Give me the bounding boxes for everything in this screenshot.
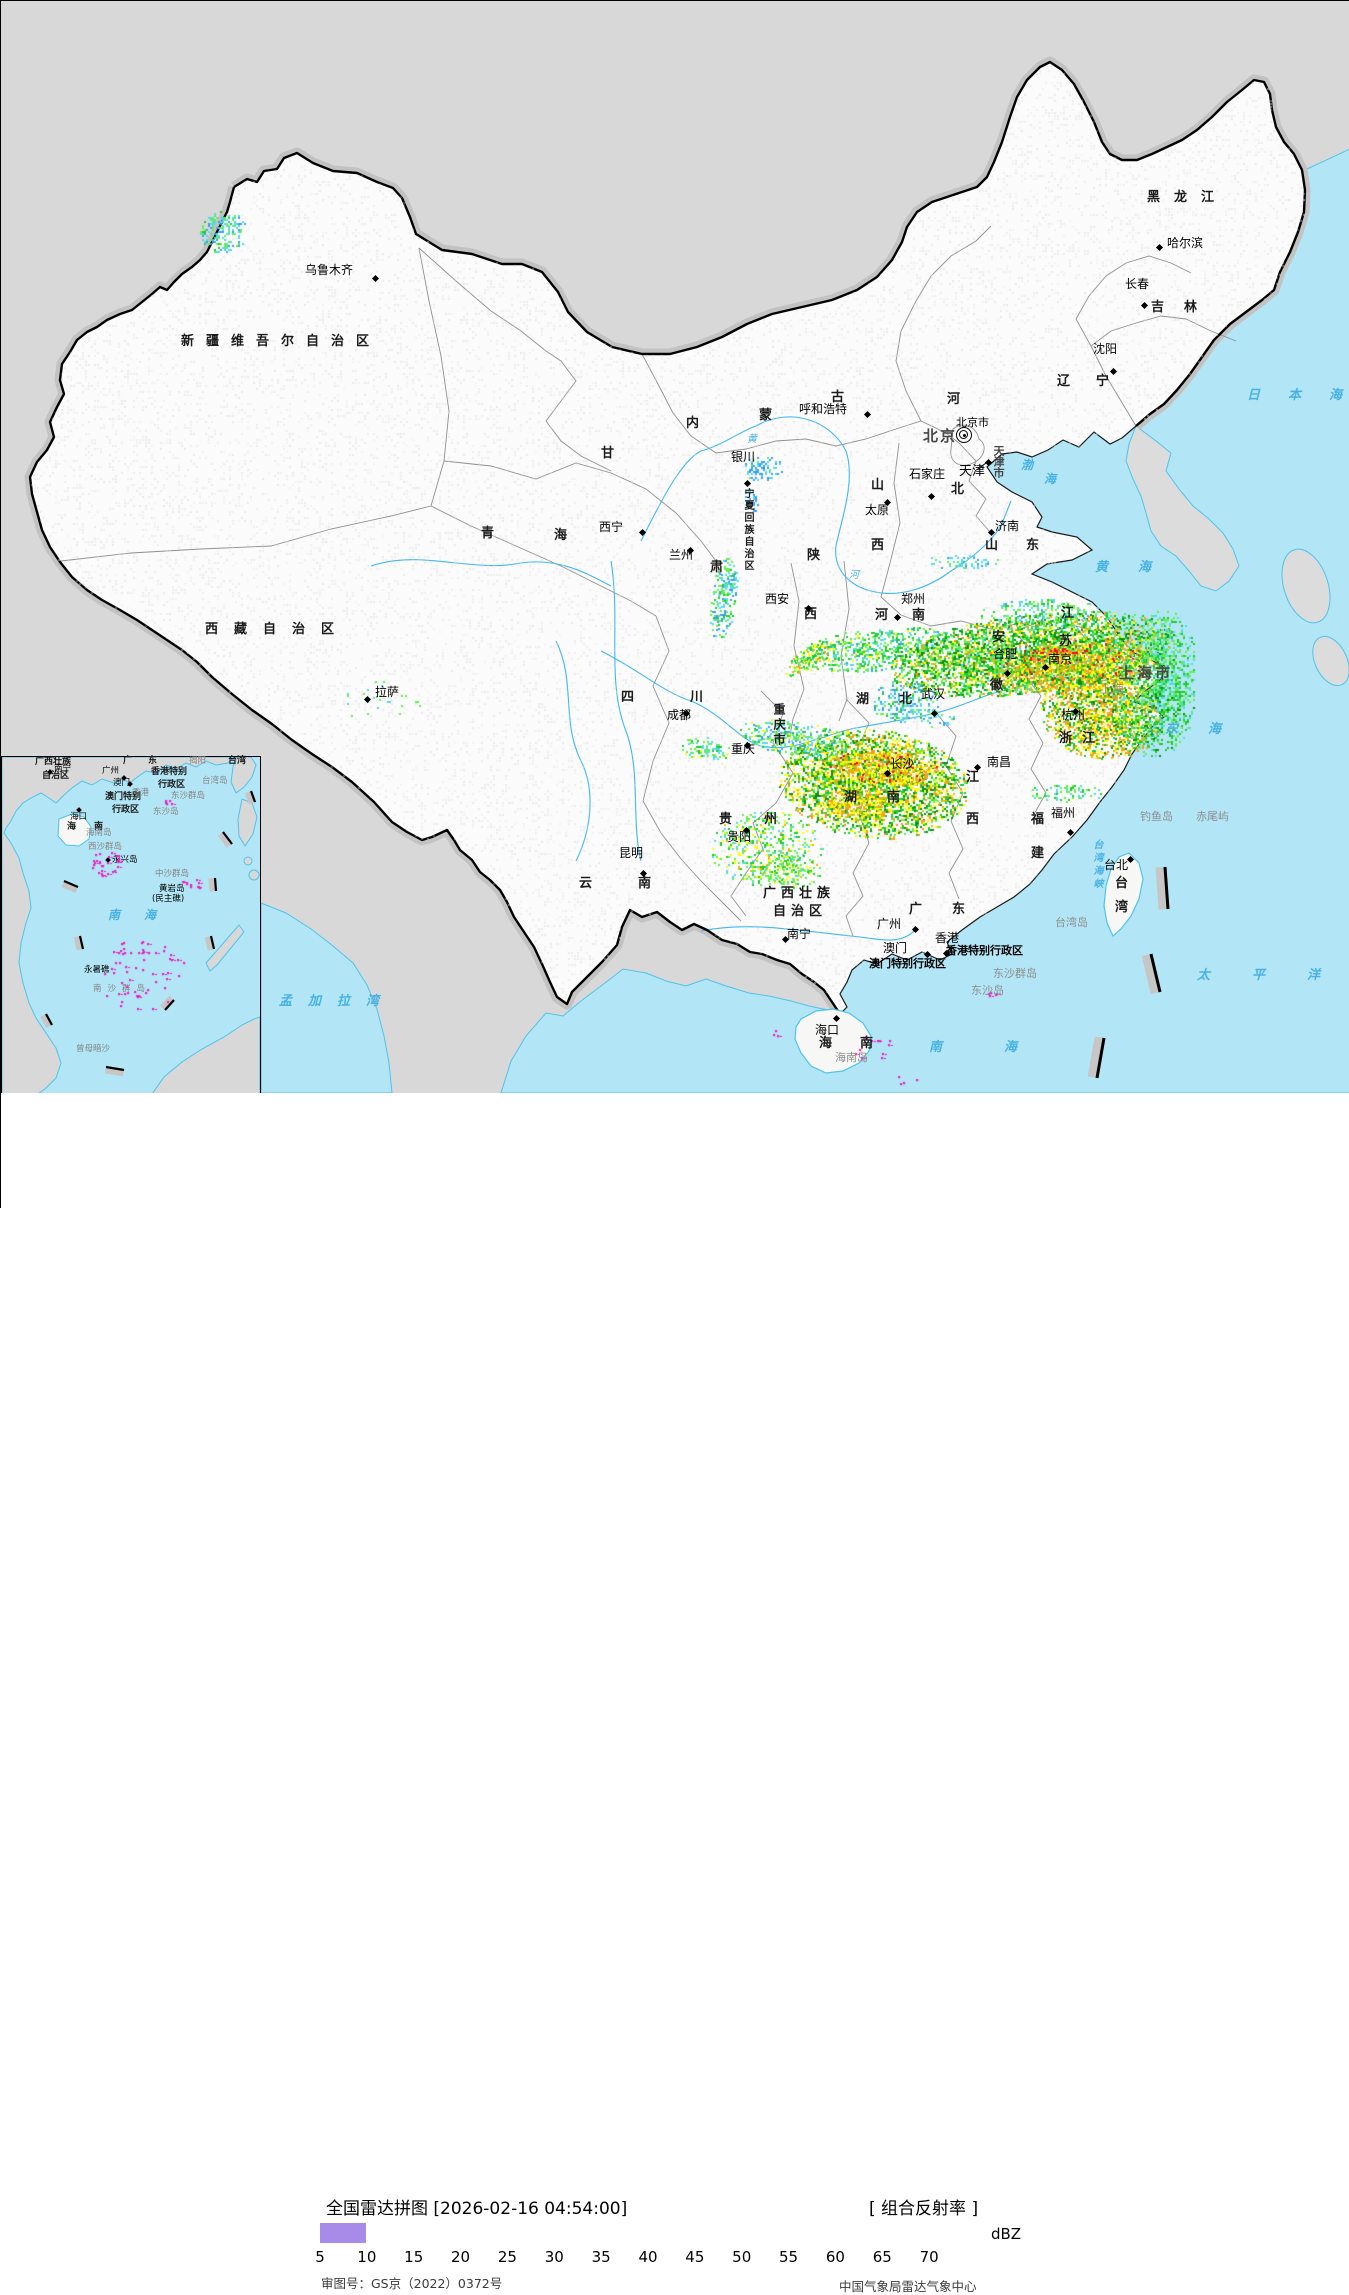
- legend-area: 全国雷达拼图 [2026-02-16 04:54:00] [ 组合反射率 ] d…: [1, 1093, 1349, 2294]
- legend-cell: [320, 2223, 367, 2243]
- inset-taiwan: [230, 757, 257, 794]
- south-china-sea-inset: 广西壮族 自治区 南宁 广州广东澳门 香港 香港特别 行政区 澳门特别 行政区 台湾 揭阳 台湾岛 东沙…: [1, 756, 261, 1095]
- legend-tick: 65: [872, 2248, 892, 2266]
- inset-luzon: [237, 798, 258, 847]
- china-radar-map: 广西壮族 自治区 南宁 广州广东澳门 香港 香港特别 行政区 澳门特别 行政区 台湾 揭阳 台湾岛 东沙…: [1, 1, 1349, 1095]
- inset-island: [243, 856, 253, 866]
- legend-tick: 20: [451, 2248, 471, 2266]
- inset-island: [248, 869, 260, 881]
- agency-name: 中国气象局雷达气象中心: [839, 2279, 977, 2294]
- legend-tick: 15: [404, 2248, 424, 2266]
- boundary-dash-halo: [1155, 867, 1168, 910]
- legend-tick: 25: [497, 2248, 517, 2266]
- product-name: [ 组合反射率 ]: [869, 2199, 979, 2219]
- legend-tick: 70: [919, 2248, 939, 2266]
- map-approval-number: 审图号：GS京（2022）0372号: [321, 2276, 503, 2291]
- unit-label: dBZ: [991, 2225, 1022, 2243]
- bay-of-bengal: [260, 902, 393, 1093]
- mosaic-title: 全国雷达拼图 [2026-02-16 04:54:00]: [326, 2199, 628, 2219]
- legend-tick: 45: [685, 2248, 705, 2266]
- legend-tick: 35: [591, 2248, 611, 2266]
- inset-mainland: [2, 757, 235, 1094]
- inset-hainan: [57, 813, 92, 847]
- inset-svg: [2, 757, 260, 1094]
- legend-tick: 40: [638, 2248, 658, 2266]
- legend-tick: 55: [779, 2248, 799, 2266]
- inset-dash-halo: [208, 877, 217, 892]
- inset-dash: [213, 877, 218, 892]
- legend-tick: 5: [315, 2248, 325, 2266]
- legend-tick: 50: [732, 2248, 752, 2266]
- legend-tick: 30: [544, 2248, 564, 2266]
- inset-borneo: [151, 1016, 260, 1094]
- legend-tick: 10: [357, 2248, 377, 2266]
- legend-tick: 60: [825, 2248, 845, 2266]
